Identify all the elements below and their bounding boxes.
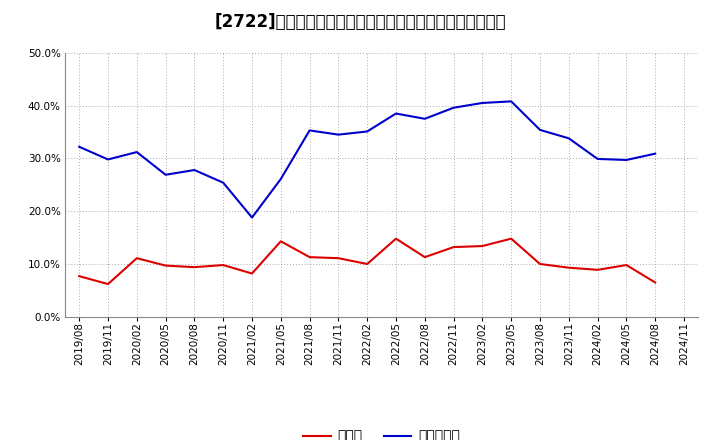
現顔金 [507, 236, 516, 241]
有利子負債 [190, 167, 199, 172]
現顔金 [536, 261, 544, 267]
有利子負債 [276, 176, 285, 182]
有利子負債 [104, 157, 112, 162]
有利子負債 [392, 111, 400, 116]
現顔金 [219, 262, 228, 268]
Legend: 現顔金, 有利子負債: 現顔金, 有利子負債 [297, 424, 466, 440]
現顔金 [104, 282, 112, 287]
有利子負債 [478, 100, 487, 106]
有利子負債 [449, 105, 458, 110]
Line: 現顔金: 現顔金 [79, 238, 655, 284]
現顔金 [363, 261, 372, 267]
現顔金 [622, 262, 631, 268]
有利子負債 [305, 128, 314, 133]
現顔金 [248, 271, 256, 276]
現顔金 [334, 256, 343, 261]
有利子負債 [132, 150, 141, 155]
Text: [2722]　現顔金、有利子負債の総資産に対する比率の推移: [2722] 現顔金、有利子負債の総資産に対する比率の推移 [214, 13, 506, 31]
有利子負債 [651, 151, 660, 156]
現顔金 [593, 267, 602, 272]
有利子負債 [248, 215, 256, 220]
有利子負債 [564, 136, 573, 141]
有利子負債 [334, 132, 343, 137]
Line: 有利子負債: 有利子負債 [79, 101, 655, 217]
現顔金 [420, 254, 429, 260]
有利子負債 [420, 116, 429, 121]
現顔金 [190, 264, 199, 270]
現顔金 [161, 263, 170, 268]
有利子負債 [161, 172, 170, 177]
有利子負債 [75, 144, 84, 150]
現顔金 [449, 245, 458, 250]
現顔金 [651, 280, 660, 285]
現顔金 [305, 254, 314, 260]
現顔金 [75, 274, 84, 279]
有利子負債 [622, 158, 631, 163]
現顔金 [132, 256, 141, 261]
現顔金 [478, 243, 487, 249]
有利子負債 [219, 180, 228, 185]
有利子負債 [363, 129, 372, 134]
現顔金 [564, 265, 573, 270]
有利子負債 [536, 127, 544, 132]
現顔金 [276, 238, 285, 244]
有利子負債 [593, 156, 602, 161]
有利子負債 [507, 99, 516, 104]
現顔金 [392, 236, 400, 241]
